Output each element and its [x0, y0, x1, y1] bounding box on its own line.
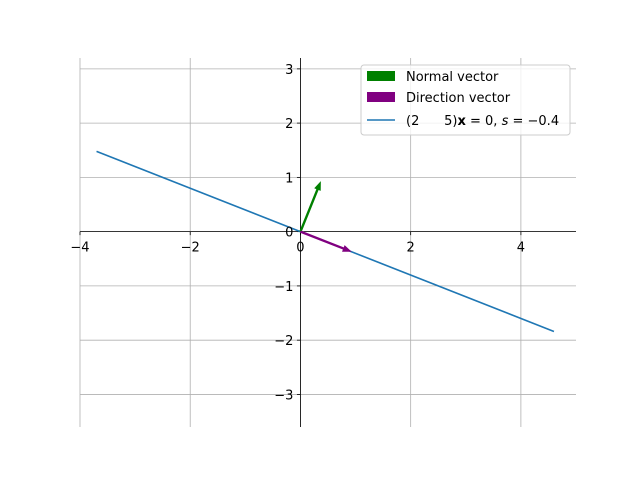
legend-line-part-eq: = 0, — [466, 114, 502, 129]
x-tick-label-0: −4 — [70, 241, 89, 256]
vector-arrow-1 — [300, 230, 352, 252]
y-tick-label-4: 1 — [285, 171, 293, 186]
plot-area — [96, 150, 555, 333]
x-tick-label-2: 0 — [296, 241, 304, 256]
legend-label-direction-vector: Direction vector — [406, 91, 511, 106]
tick-labels: −4 −2 0 2 4 −3 −2 −1 0 1 2 3 — [70, 63, 525, 404]
legend: Normal vector Direction vector (2 5)x = … — [360, 64, 571, 136]
y-tick-label-2: −1 — [274, 280, 293, 295]
legend-swatch-direction-vector — [367, 92, 395, 102]
y-tick-label-1: −2 — [274, 334, 293, 349]
legend-line-part-value: = −0.4 — [508, 114, 559, 129]
x-tick-label-3: 2 — [407, 241, 415, 256]
y-tick-label-3: 0 — [285, 226, 293, 241]
legend-line-part-x: x — [457, 114, 466, 129]
x-tick-label-1: −2 — [181, 241, 200, 256]
x-tick-label-4: 4 — [517, 241, 525, 256]
legend-frame — [360, 64, 571, 136]
legend-label-normal-vector: Normal vector — [406, 70, 499, 85]
y-tick-label-0: −3 — [274, 388, 293, 403]
legend-label-line: (2 5)x = 0, s = −0.4 — [406, 114, 559, 129]
vector-arrow-0 — [299, 181, 321, 233]
legend-swatch-normal-vector — [367, 71, 395, 81]
legend-line-part-s: s — [502, 114, 509, 129]
y-tick-label-6: 3 — [285, 63, 293, 78]
y-tick-label-5: 2 — [285, 117, 293, 132]
legend-line-part-matrix: (2 5) — [406, 114, 457, 129]
